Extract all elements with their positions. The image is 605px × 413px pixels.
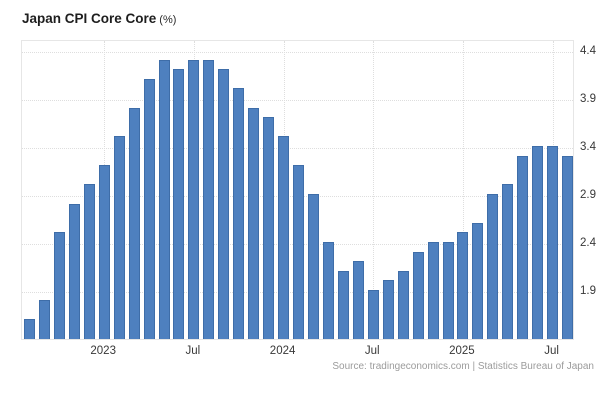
bar[interactable]	[532, 146, 544, 339]
x-axis-tick-label: Jul	[364, 345, 380, 357]
bar[interactable]	[547, 146, 559, 339]
bar[interactable]	[517, 155, 529, 339]
bar[interactable]	[203, 59, 215, 339]
horizontal-gridline	[22, 148, 573, 149]
x-axis-tick-label: Jul	[185, 345, 201, 357]
plot-area	[21, 40, 574, 340]
bar[interactable]	[427, 242, 439, 339]
chart-title-text: Japan CPI Core Core	[22, 11, 157, 26]
x-axis-tick-label: 2023	[90, 345, 116, 357]
bar[interactable]	[502, 184, 514, 339]
bar[interactable]	[233, 88, 245, 339]
bar[interactable]	[472, 222, 484, 339]
bar[interactable]	[352, 261, 364, 339]
y-axis-tick-label: 1.9	[580, 285, 596, 297]
vertical-gridline	[373, 41, 375, 339]
bar[interactable]	[188, 59, 200, 339]
y-axis-tick-label: 4.4	[580, 45, 596, 57]
bar[interactable]	[337, 270, 349, 339]
bar[interactable]	[307, 194, 319, 339]
x-axis-tick-label: 2025	[449, 345, 475, 357]
bar[interactable]	[24, 318, 35, 339]
bar[interactable]	[263, 117, 275, 339]
horizontal-gridline	[22, 100, 573, 101]
bar[interactable]	[53, 232, 65, 339]
bar[interactable]	[83, 184, 95, 339]
bar[interactable]	[367, 290, 379, 339]
y-axis-tick-label: 3.4	[580, 141, 596, 153]
bar[interactable]	[98, 165, 110, 339]
bar[interactable]	[173, 69, 185, 339]
bar[interactable]	[113, 136, 125, 339]
bar[interactable]	[487, 194, 499, 339]
y-axis-tick-label: 2.4	[580, 237, 596, 249]
x-axis-tick-label: Jul	[544, 345, 559, 357]
bar[interactable]	[38, 299, 50, 339]
bar[interactable]	[158, 59, 170, 339]
bar[interactable]	[322, 242, 334, 339]
x-axis-tick-label: 2024	[269, 345, 296, 357]
chart-title: Japan CPI Core Core (%)	[22, 11, 176, 26]
chart-area: 4.4 3.9 3.4 2.9 2.4 1.9 2023 Jul 2024 Jul 2025 Jul	[21, 40, 596, 357]
source-attribution: Source: tradingeconomics.com | Statistic…	[332, 361, 594, 372]
bar[interactable]	[143, 78, 155, 339]
y-axis-tick-label: 2.9	[580, 189, 596, 201]
bar[interactable]	[442, 242, 454, 339]
bar[interactable]	[278, 136, 290, 339]
bar[interactable]	[293, 165, 304, 339]
bar[interactable]	[218, 69, 230, 339]
bar[interactable]	[412, 251, 424, 339]
bar[interactable]	[562, 155, 573, 339]
bar[interactable]	[248, 107, 260, 339]
vertical-gridline	[462, 41, 464, 339]
chart-title-unit: (%)	[159, 14, 177, 26]
horizontal-gridline	[22, 52, 573, 53]
bar[interactable]	[128, 107, 140, 339]
bar[interactable]	[397, 270, 409, 339]
y-axis-tick-label: 3.9	[580, 93, 596, 105]
bar[interactable]	[68, 203, 80, 339]
bar[interactable]	[457, 232, 469, 339]
bar[interactable]	[382, 280, 394, 339]
